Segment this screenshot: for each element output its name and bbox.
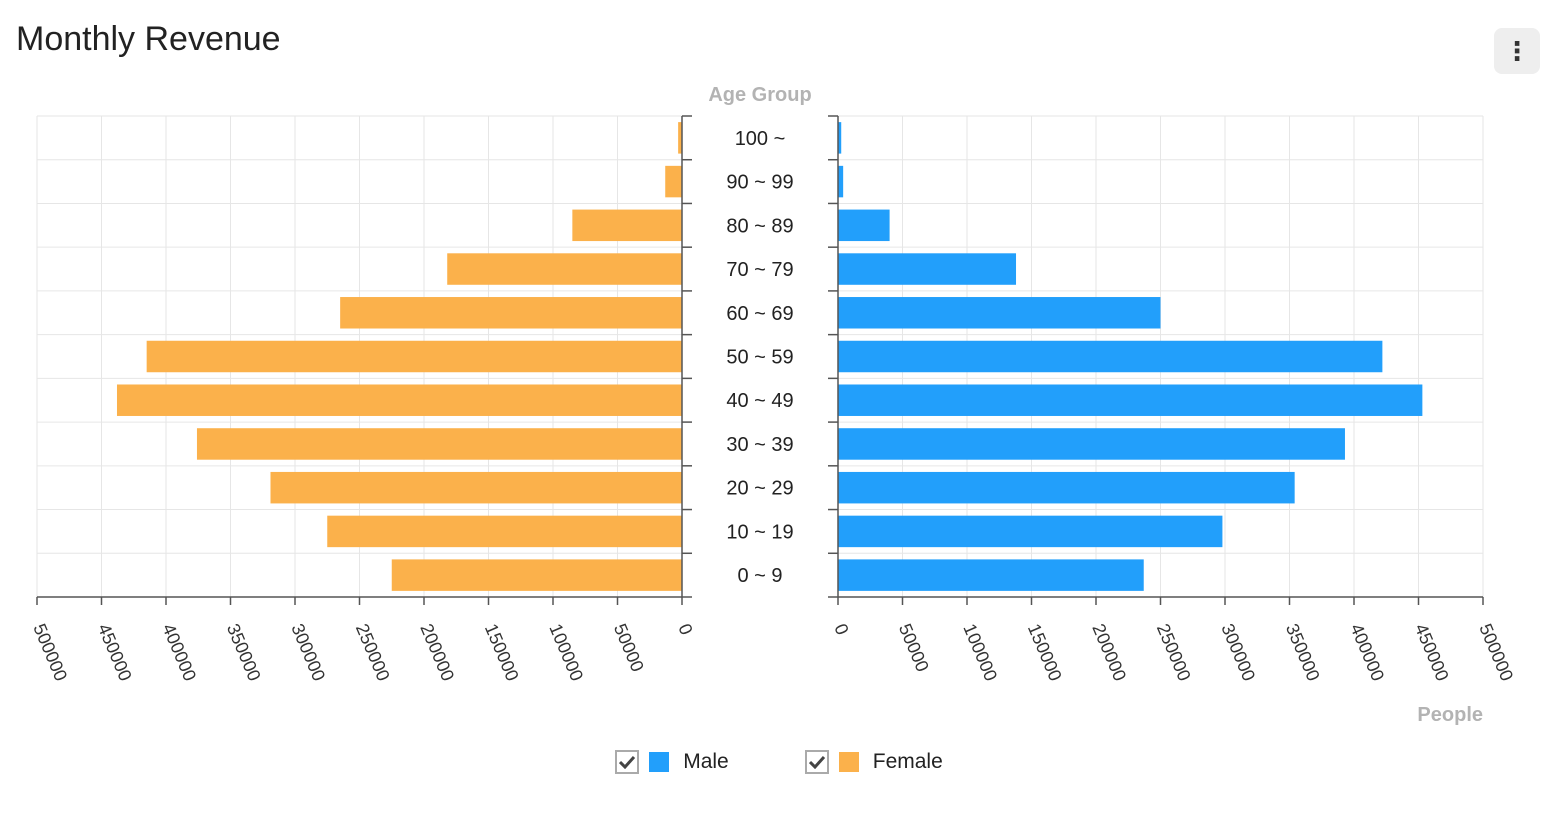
- more-options-button[interactable]: ⋮: [1494, 28, 1540, 74]
- value-tick-label: 150000: [1024, 621, 1066, 684]
- bar-male-5: [838, 340, 1383, 373]
- value-tick-label: 500000: [29, 621, 71, 684]
- bar-female-8: [572, 209, 682, 242]
- bar-male-8: [838, 209, 890, 242]
- category-label: 30 ~ 39: [726, 434, 793, 456]
- category-label: 10 ~ 19: [726, 521, 793, 543]
- bar-female-3: [196, 428, 682, 460]
- chart-title: Monthly Revenue: [16, 20, 281, 58]
- value-tick-label: 0: [830, 621, 852, 638]
- category-label: 40 ~ 49: [726, 390, 793, 412]
- value-tick-label: 150000: [481, 621, 523, 684]
- bar-male-2: [838, 471, 1295, 504]
- value-tick-label: 100000: [959, 621, 1001, 684]
- category-axis-title: Age Group: [708, 84, 811, 106]
- legend-label-female: Female: [872, 750, 943, 773]
- bar-female-7: [447, 253, 682, 285]
- bar-male-0: [838, 559, 1144, 591]
- value-tick-label: 300000: [1217, 621, 1259, 684]
- bar-female-2: [270, 471, 682, 504]
- value-tick-label: 200000: [416, 621, 458, 684]
- bar-female-4: [116, 384, 683, 416]
- legend-item-male[interactable]: Male: [615, 750, 729, 774]
- value-tick-label: 400000: [158, 621, 200, 684]
- check-icon: [808, 755, 825, 769]
- legend-swatch-female: [838, 752, 859, 772]
- value-tick-label: 100000: [545, 621, 587, 684]
- value-tick-label: 450000: [1411, 621, 1453, 684]
- value-tick-label: 200000: [1088, 621, 1130, 684]
- legend-checkbox-male[interactable]: [615, 750, 640, 774]
- category-label: 20 ~ 29: [726, 478, 793, 500]
- bar-female-0: [391, 559, 682, 591]
- bar-male-7: [838, 253, 1017, 285]
- more-vertical-icon: ⋮: [1504, 35, 1530, 66]
- category-label: 50 ~ 59: [726, 347, 793, 369]
- value-tick-label: 50000: [610, 621, 648, 675]
- bar-female-1: [327, 515, 682, 548]
- value-tick-label: 350000: [223, 621, 265, 684]
- value-tick-label: 250000: [352, 621, 394, 684]
- value-tick-label: 500000: [1475, 621, 1517, 684]
- legend-swatch-male: [649, 752, 670, 772]
- value-tick-label: 250000: [1153, 621, 1195, 684]
- category-label: 100 ~: [735, 128, 786, 150]
- value-tick-label: 0: [674, 621, 696, 638]
- bar-male-9: [838, 165, 844, 198]
- category-label: 70 ~ 79: [726, 259, 793, 281]
- bar-female-6: [340, 297, 682, 329]
- value-tick-label: 50000: [895, 621, 933, 675]
- value-tick-label: 300000: [287, 621, 329, 684]
- bar-male-6: [838, 297, 1161, 329]
- category-label: 0 ~ 9: [737, 565, 782, 587]
- legend-item-female[interactable]: Female: [804, 750, 943, 774]
- bar-male-3: [838, 428, 1345, 460]
- category-label: 90 ~ 99: [726, 172, 793, 194]
- bar-female-9: [665, 165, 682, 198]
- value-axis-title: People: [1417, 704, 1483, 726]
- legend-label-male: Male: [683, 750, 729, 773]
- legend-checkbox-female[interactable]: [804, 750, 829, 774]
- category-label: 80 ~ 89: [726, 215, 793, 237]
- bar-male-4: [838, 384, 1423, 416]
- bar-female-10: [678, 122, 682, 154]
- population-pyramid-chart: 0 ~ 9 10 ~ 19 20 ~ 29 30 ~ 39 40 ~ 49 50 ~ 59…: [29, 84, 1517, 726]
- value-tick-label: 450000: [94, 621, 136, 684]
- legend: Male Female: [0, 750, 1558, 774]
- bar-female-5: [146, 340, 682, 373]
- bar-male-1: [838, 515, 1223, 548]
- bar-male-10: [838, 122, 842, 154]
- value-tick-label: 400000: [1346, 621, 1388, 684]
- category-label: 60 ~ 69: [726, 303, 793, 325]
- value-tick-label: 350000: [1282, 621, 1324, 684]
- check-icon: [619, 755, 636, 769]
